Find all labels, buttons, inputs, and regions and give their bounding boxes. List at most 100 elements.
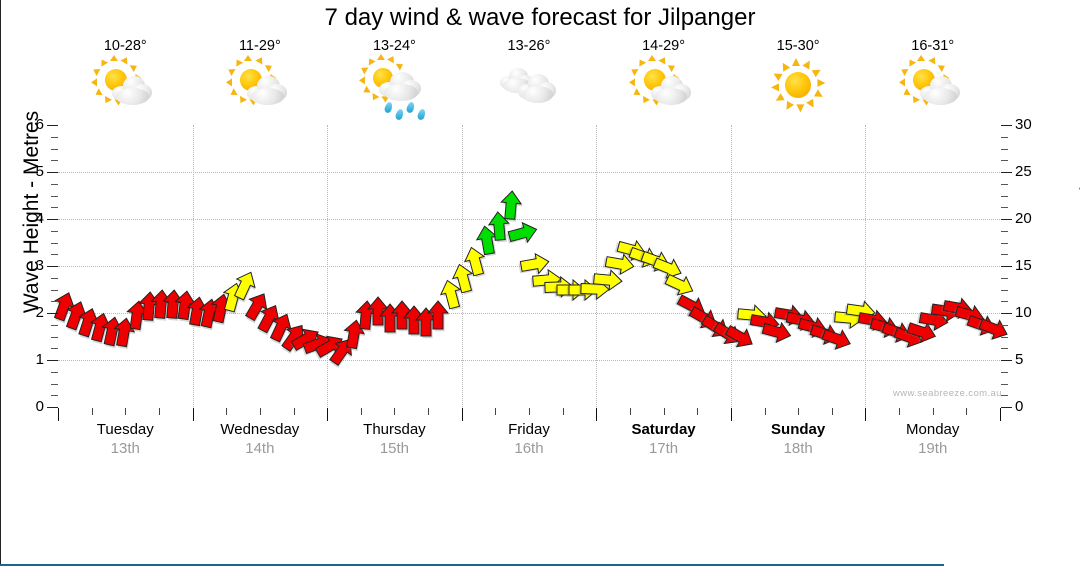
left-minor-tick — [51, 207, 58, 209]
day-header-sunday: 15-30° — [731, 38, 866, 120]
x-major-tick — [730, 408, 732, 421]
day-footer-saturday: Saturday 17th — [596, 420, 731, 458]
sun-icon — [105, 69, 128, 91]
temperature-range: 14-29° — [642, 38, 685, 54]
left-minor-tick — [51, 136, 58, 138]
left-tick — [47, 219, 58, 220]
x-minor-tick — [529, 408, 530, 415]
x-major-tick — [58, 408, 59, 421]
day-divider-gridline — [865, 125, 867, 407]
left-tick — [47, 125, 58, 126]
left-tick-label: 0 — [35, 398, 44, 415]
left-tick — [47, 313, 58, 314]
x-minor-tick — [428, 408, 430, 415]
right-minor-tick — [1001, 183, 1008, 185]
x-major-tick — [596, 408, 598, 421]
right-tick — [1001, 125, 1012, 126]
x-minor-tick — [663, 408, 665, 415]
x-minor-tick — [125, 408, 127, 415]
right-minor-tick — [1001, 301, 1008, 303]
day-divider-gridline — [192, 125, 194, 407]
gridline — [58, 313, 1000, 314]
left-tick-label: 5 — [35, 163, 44, 180]
right-minor-tick — [1001, 136, 1008, 138]
right-minor-tick — [1001, 160, 1008, 162]
right-tick-label: 15 — [1015, 257, 1032, 274]
day-divider-gridline — [327, 125, 329, 407]
right-tick — [1001, 172, 1012, 173]
left-minor-tick — [51, 183, 58, 185]
day-date: 13th — [110, 440, 140, 457]
right-minor-tick — [1001, 254, 1008, 256]
x-major-tick — [461, 408, 463, 421]
left-tick — [47, 360, 58, 361]
left-minor-tick — [51, 324, 58, 326]
day-name: Sunday — [771, 421, 826, 438]
weather-icon-sun — [763, 57, 833, 116]
day-footer-sunday: Sunday 18th — [731, 420, 866, 458]
left-minor-tick — [51, 230, 58, 232]
day-name: Friday — [508, 421, 550, 438]
rain-drop-icon — [416, 108, 427, 121]
x-major-tick — [1000, 408, 1001, 421]
day-name: Wednesday — [220, 421, 300, 438]
right-minor-tick — [1001, 383, 1008, 385]
day-footer-thursday: Thursday 15th — [327, 420, 462, 458]
day-date: 16th — [514, 440, 544, 457]
temperature-range: 15-30° — [776, 38, 820, 54]
left-tick-label: 1 — [35, 351, 44, 368]
cloud-icon — [919, 76, 960, 106]
left-minor-tick — [51, 195, 58, 197]
gridline — [58, 360, 1000, 361]
day-footer-friday: Friday 16th — [462, 420, 597, 458]
x-minor-tick — [91, 408, 93, 415]
right-minor-tick — [1001, 348, 1008, 350]
left-minor-tick — [51, 254, 58, 256]
left-minor-tick — [51, 301, 58, 303]
x-minor-tick — [226, 408, 228, 415]
day-name: Saturday — [631, 421, 696, 438]
left-minor-tick — [51, 371, 58, 373]
right-tick-label: 30 — [1015, 116, 1032, 133]
day-footer-wednesday: Wednesday 14th — [193, 420, 328, 458]
left-minor-tick — [51, 242, 58, 244]
left-tick-label: 3 — [35, 257, 44, 274]
left-tick — [47, 407, 58, 408]
temperature-range: 13-24° — [372, 38, 416, 54]
right-tick — [1001, 313, 1012, 314]
day-name: Monday — [906, 421, 960, 438]
weather-icon-sun-behind-cloud — [225, 54, 295, 116]
right-minor-tick — [1001, 336, 1008, 338]
page-title: 7 day wind & wave forecast for Jilpanger — [324, 4, 756, 31]
day-footer-monday: Monday 19th — [865, 420, 1000, 458]
cloud-icon — [112, 76, 153, 106]
right-tick — [1001, 360, 1012, 361]
left-minor-tick — [51, 289, 58, 291]
weather-icon-sun-behind-cloud — [898, 54, 968, 116]
day-header-wednesday: 11-29° — [193, 38, 328, 120]
right-tick — [1001, 407, 1012, 408]
sun-icon — [643, 69, 666, 91]
cloud-icon — [379, 72, 422, 102]
gridline — [58, 219, 1000, 220]
day-header-tuesday: 10-28° — [58, 38, 193, 120]
left-axis-label: Wave Height - Metres — [20, 110, 43, 314]
right-tick-label: 10 — [1015, 304, 1032, 321]
sun-icon — [912, 69, 935, 91]
rain-drop-icon — [383, 101, 394, 114]
sun-icon — [785, 72, 812, 98]
weather-icon-clouds — [494, 58, 564, 116]
day-date: 18th — [783, 440, 813, 457]
day-footer-tuesday: Tuesday 13th — [58, 420, 193, 458]
left-minor-tick — [51, 395, 58, 397]
watermark: www.seabreeze.com.au — [893, 388, 1002, 399]
left-tick — [47, 172, 58, 173]
right-minor-tick — [1001, 324, 1008, 326]
x-major-tick — [865, 408, 867, 421]
day-name: Thursday — [363, 421, 426, 438]
right-tick-label: 5 — [1015, 351, 1024, 368]
cloud-icon-front — [517, 74, 556, 104]
x-minor-tick — [831, 408, 833, 415]
x-minor-tick — [899, 408, 901, 415]
right-tick-label: 0 — [1015, 398, 1024, 415]
